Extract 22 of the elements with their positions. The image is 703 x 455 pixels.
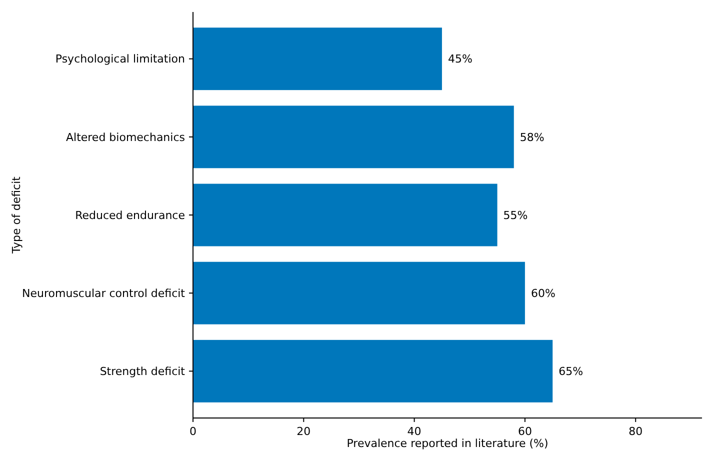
x-tick-label: 80 [628,425,643,438]
bar [193,184,498,246]
data-label: 55% [503,208,528,222]
y-tick-label: Altered biomechanics [66,130,186,144]
y-tick-label: Reduced endurance [75,208,186,222]
y-tick-label: Strength deficit [100,365,186,378]
bar [193,262,525,324]
bar [193,106,514,168]
y-axis-title: Type of deficit [10,176,23,254]
data-label: 45% [448,52,472,66]
data-label: 58% [520,130,544,144]
x-tick-label: 40 [407,425,422,438]
y-tick-label: Psychological limitation [55,52,186,66]
x-tick-label: 60 [518,425,532,438]
x-tick-label: 20 [296,425,311,438]
bar [193,28,442,90]
data-label: 65% [558,365,584,378]
y-tick-label: Neuromuscular control deficit [22,286,186,300]
x-axis-title: Prevalence reported in literature (%) [346,437,548,450]
bar [193,340,553,402]
x-tick-label: 0 [190,425,196,438]
data-label: 60% [530,286,556,300]
